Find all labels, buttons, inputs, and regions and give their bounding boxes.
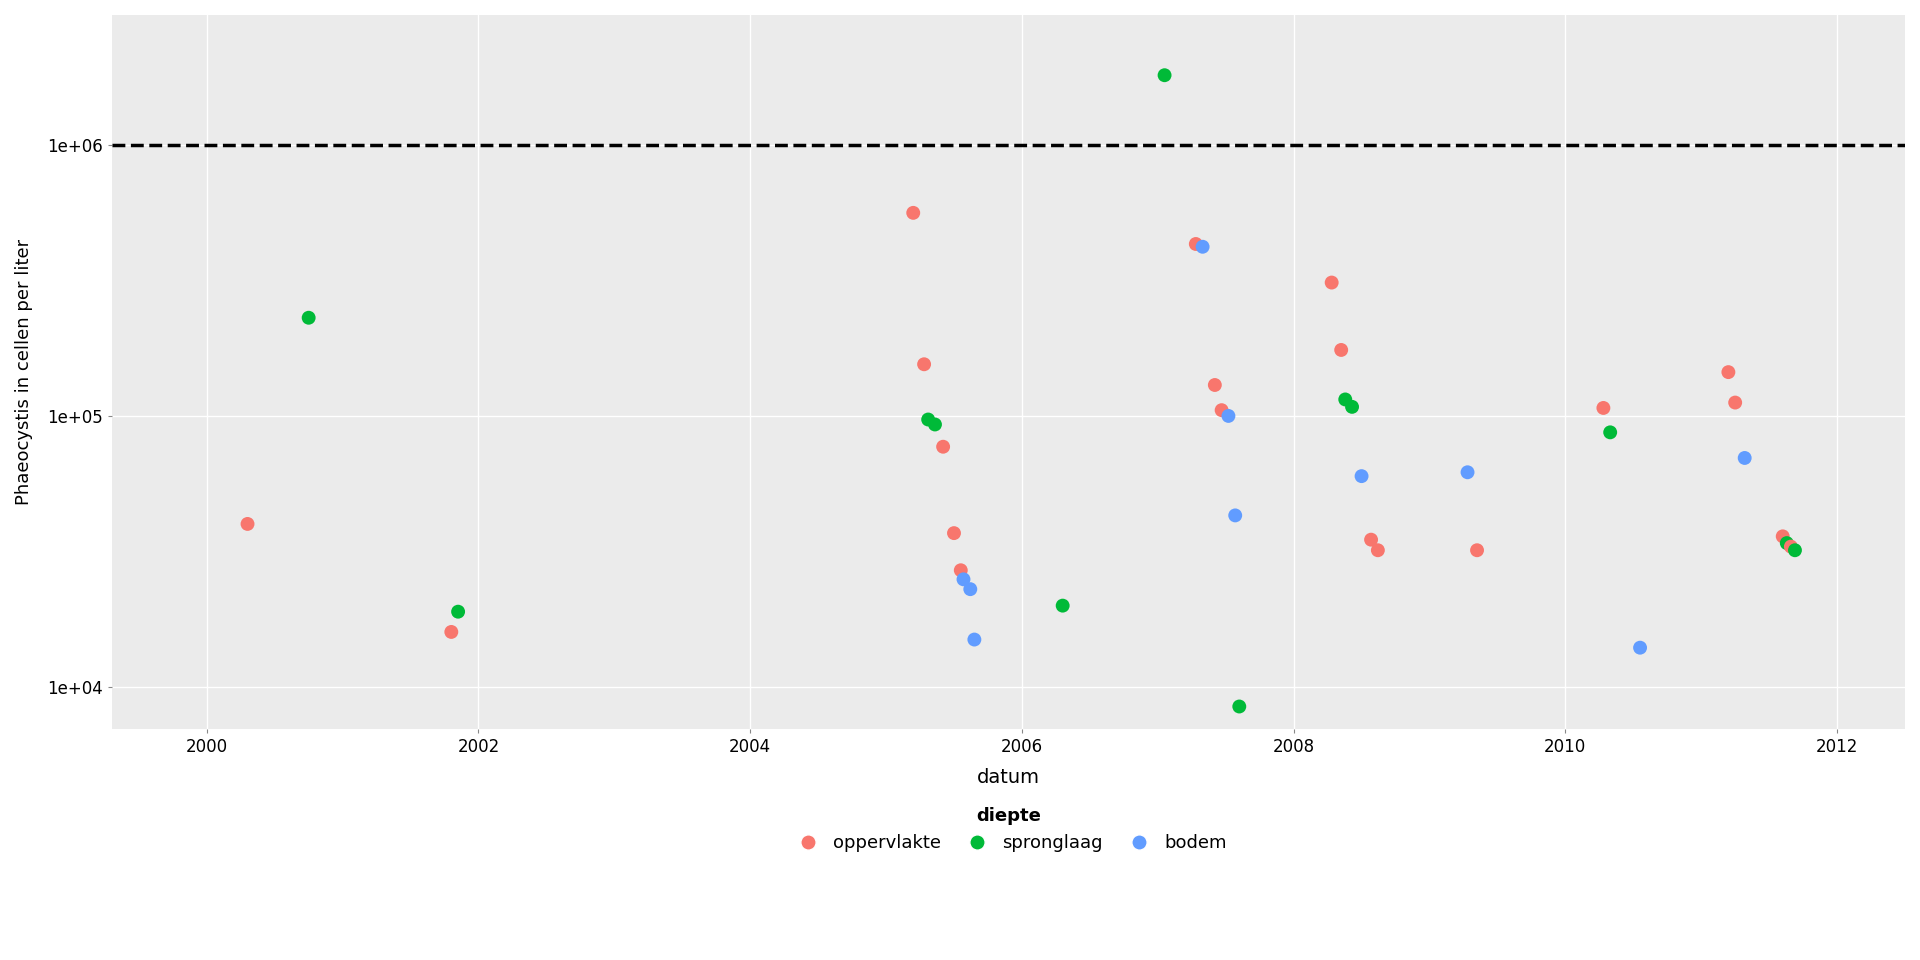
Point xyxy=(1363,542,1394,558)
Point xyxy=(1780,542,1811,558)
Point xyxy=(232,516,263,532)
Point xyxy=(1588,400,1619,416)
Point xyxy=(1223,699,1254,714)
Point xyxy=(968,740,998,756)
Point xyxy=(1046,598,1077,613)
Point xyxy=(1206,402,1236,418)
Point xyxy=(1713,365,1743,380)
Point xyxy=(927,439,958,454)
Point xyxy=(945,563,975,578)
Point xyxy=(1776,539,1807,554)
Point xyxy=(1200,377,1231,393)
Point xyxy=(444,604,474,619)
Y-axis label: Phaeocystis in cellen per liter: Phaeocystis in cellen per liter xyxy=(15,239,33,505)
Point xyxy=(958,632,989,647)
Point xyxy=(1461,542,1492,558)
Point xyxy=(1730,450,1761,466)
Point xyxy=(939,525,970,540)
Point xyxy=(1219,508,1250,523)
Point xyxy=(1356,532,1386,547)
Point xyxy=(1331,392,1361,407)
Point xyxy=(1772,536,1803,551)
Point xyxy=(1596,424,1626,440)
Point xyxy=(1452,465,1482,480)
Point xyxy=(1213,408,1244,423)
Point xyxy=(436,624,467,639)
Point xyxy=(912,412,943,427)
X-axis label: datum: datum xyxy=(977,768,1041,786)
Point xyxy=(1624,640,1655,656)
Point xyxy=(899,205,929,221)
Point xyxy=(1336,399,1367,415)
Point xyxy=(908,356,939,372)
Point xyxy=(1150,67,1181,83)
Point xyxy=(1768,529,1799,544)
Point xyxy=(1187,239,1217,254)
Point xyxy=(1327,343,1357,358)
Point xyxy=(1181,236,1212,252)
Point xyxy=(294,310,324,325)
Point xyxy=(954,582,985,597)
Point xyxy=(1346,468,1377,484)
Point xyxy=(948,571,979,587)
Point xyxy=(920,417,950,432)
Legend: oppervlakte, spronglaag, bodem: oppervlakte, spronglaag, bodem xyxy=(780,797,1238,863)
Point xyxy=(1317,275,1348,290)
Point xyxy=(1720,395,1751,410)
